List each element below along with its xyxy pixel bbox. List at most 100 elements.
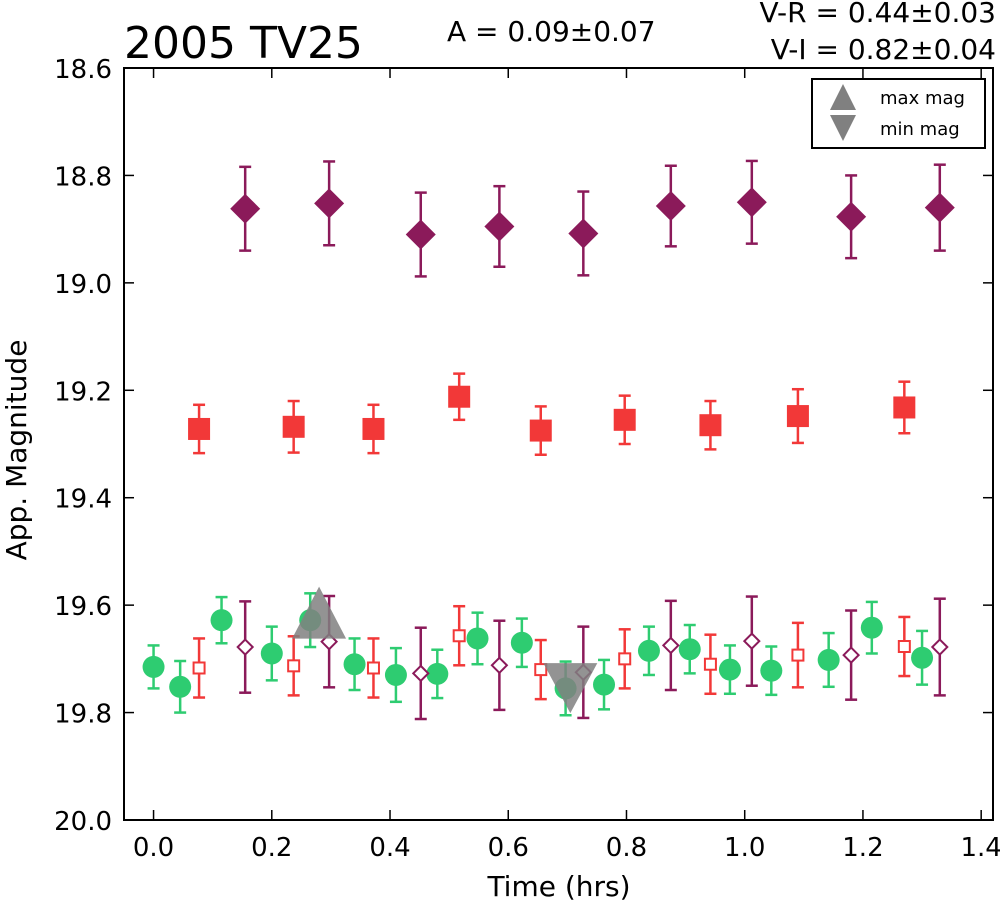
data-point [142, 644, 165, 690]
square-marker [448, 385, 471, 408]
data-point [405, 191, 436, 278]
y-axis-label: App. Magnitude [0, 340, 33, 561]
square-marker [529, 419, 552, 442]
data-point [678, 623, 701, 675]
y-tick-label: 19.0 [54, 270, 112, 300]
data-point [466, 611, 489, 666]
data-point [343, 637, 366, 692]
data-point [192, 637, 206, 699]
data-point [484, 184, 515, 268]
data-point [593, 658, 616, 711]
circle-marker [426, 662, 449, 685]
data-point [760, 645, 783, 697]
series-diamond-filled [230, 159, 955, 278]
data-point [655, 164, 686, 248]
data-point [236, 600, 255, 694]
circle-marker [718, 658, 741, 681]
data-point [911, 629, 934, 686]
diamond-marker [484, 211, 515, 242]
series-square-filled [188, 372, 916, 456]
data-point [169, 659, 192, 714]
x-tick-label: 1.4 [960, 833, 1000, 863]
diamond-marker [836, 201, 867, 232]
square-marker [362, 417, 385, 440]
data-point [817, 631, 840, 689]
data-point [718, 644, 741, 696]
square-marker [188, 417, 211, 440]
x-tick-label: 0.8 [606, 833, 647, 863]
diamond-marker [736, 187, 767, 218]
series-square-open [192, 604, 911, 701]
circle-marker [637, 639, 660, 662]
open-diamond-marker [842, 646, 861, 665]
series-diamond-open [236, 594, 949, 721]
min-mag-marker [543, 663, 598, 714]
open-diamond-marker [742, 632, 761, 651]
diamond-marker [568, 218, 599, 249]
data-point [637, 625, 660, 677]
circle-marker [760, 659, 783, 682]
y-tick-label: 19.8 [54, 700, 112, 730]
x-tick-label: 0.6 [488, 833, 529, 863]
diamond-marker [405, 219, 436, 250]
data-point [842, 609, 861, 701]
legend-max-mag-icon [830, 84, 856, 110]
open-diamond-marker [236, 638, 255, 656]
data-point [210, 595, 233, 645]
open-diamond-marker [490, 656, 509, 675]
square-marker [699, 414, 722, 437]
diamond-marker [230, 193, 261, 224]
legend-max-mag-label: max mag [880, 88, 965, 109]
data-point [529, 405, 552, 456]
plot-frame [123, 67, 994, 821]
circle-marker [593, 673, 616, 696]
data-point [362, 403, 385, 455]
square-marker [613, 408, 636, 431]
y-tick-label: 19.6 [54, 592, 112, 622]
circle-marker [169, 675, 192, 698]
circle-marker [142, 655, 165, 678]
circle-marker [384, 663, 407, 686]
y-tick-label: 18.8 [54, 162, 112, 192]
circle-marker [343, 653, 366, 676]
data-point [188, 403, 211, 455]
square-marker [893, 396, 916, 419]
diamond-marker [314, 188, 345, 219]
data-point [860, 600, 883, 655]
y-tick-label: 18.6 [54, 55, 112, 85]
data-point [736, 159, 767, 245]
circle-marker [260, 642, 283, 665]
y-tick-label: 20.0 [54, 807, 112, 837]
open-square-marker [618, 652, 632, 666]
x-axis-label: Time (hrs) [486, 870, 630, 901]
open-square-marker [287, 659, 301, 673]
data-point [230, 165, 261, 252]
open-square-marker [703, 657, 717, 671]
diamond-marker [655, 191, 686, 222]
data-point [448, 372, 471, 422]
x-tick-label: 1.2 [842, 833, 883, 863]
chart-title: 2005 TV25 [124, 18, 363, 69]
open-square-marker [897, 640, 911, 654]
v-r-annotation: V-R = 0.44±0.03 [760, 0, 996, 29]
square-marker [282, 415, 305, 438]
v-i-annotation: V-I = 0.82±0.04 [771, 33, 996, 66]
data-point [836, 174, 867, 260]
x-tick-label: 1.0 [724, 833, 765, 863]
open-square-marker [791, 648, 805, 662]
y-tick-label: 19.4 [54, 485, 112, 515]
circle-marker [860, 616, 883, 639]
data-point [411, 626, 430, 721]
data-point [287, 635, 301, 697]
data-point [452, 604, 466, 667]
legend-min-mag-icon [830, 115, 856, 141]
open-square-marker [192, 661, 206, 675]
circle-marker [817, 648, 840, 671]
circle-marker [678, 638, 701, 661]
open-square-marker [534, 663, 548, 677]
open-diamond-marker [661, 636, 680, 655]
data-point [384, 646, 407, 704]
data-point [426, 648, 449, 700]
open-square-marker [366, 661, 380, 675]
